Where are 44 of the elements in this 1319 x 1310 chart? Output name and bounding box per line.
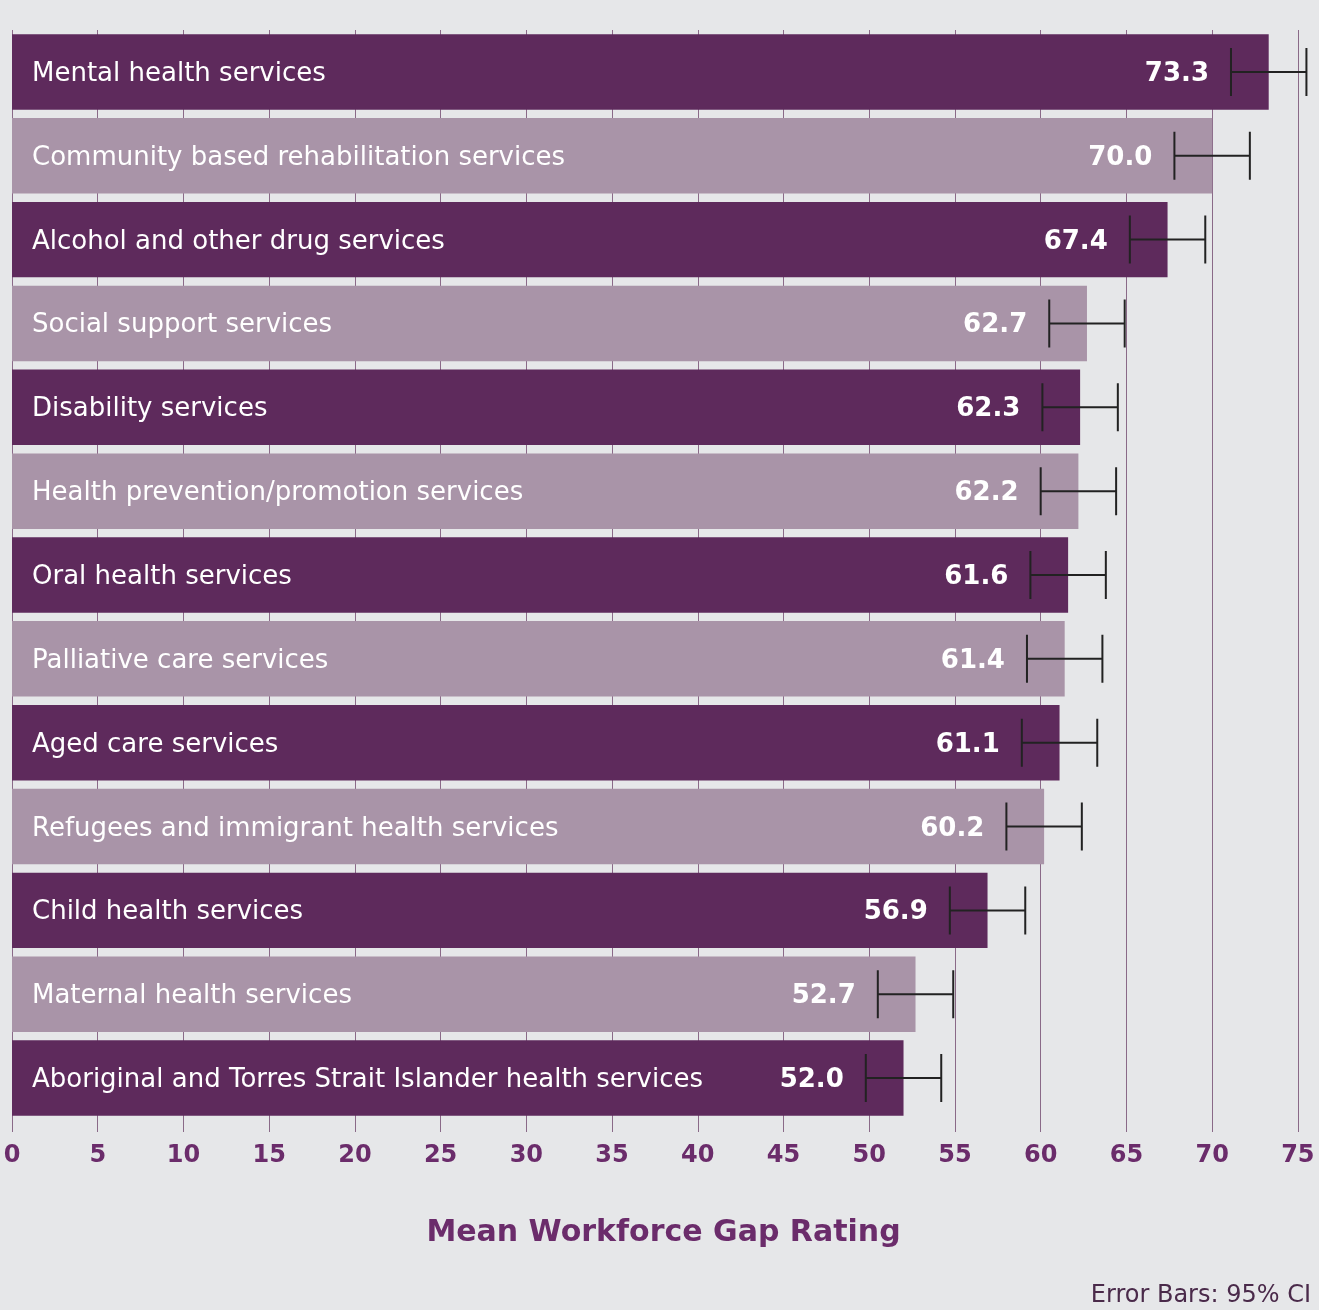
x-tick-label: 5 (89, 1140, 107, 1168)
x-tick-label: 55 (938, 1140, 972, 1168)
y-tick-label: Community based rehabilitation services (32, 140, 566, 171)
x-tick-label: 45 (766, 1140, 801, 1168)
x-tick-label: 20 (338, 1140, 372, 1168)
y-tick-label: Social support services (32, 308, 333, 339)
x-axis-title: Mean Workforce Gap Rating (426, 1212, 901, 1248)
data-label: 62.2 (954, 476, 1019, 507)
data-label: 56.9 (863, 895, 928, 926)
data-label: 70.0 (1088, 140, 1153, 171)
y-tick-label: Palliative care services (32, 643, 329, 674)
y-tick-label: Alcohol and other drug services (32, 224, 445, 255)
data-label: 67.4 (1043, 224, 1108, 255)
x-tick-label: 70 (1195, 1140, 1229, 1168)
y-tick-label: Child health services (32, 895, 304, 926)
y-tick-label: Mental health services (32, 56, 326, 87)
x-tick-label: 35 (595, 1140, 629, 1168)
x-tick-label: 15 (252, 1140, 286, 1168)
data-label: 61.6 (944, 560, 1009, 590)
data-label: 62.7 (963, 308, 1028, 339)
data-label: 52.7 (791, 979, 856, 1010)
y-tick-label: Aged care services (32, 727, 279, 758)
y-tick-label: Health prevention/promotion services (32, 476, 524, 507)
x-tick-label: 75 (1281, 1140, 1315, 1168)
data-label: 60.2 (920, 811, 985, 842)
x-tick-label: 25 (423, 1140, 458, 1168)
x-tick-label: 10 (166, 1140, 201, 1168)
x-tick-label: 50 (852, 1140, 886, 1168)
y-tick-label: Aboriginal and Torres Strait Islander health services (32, 1063, 703, 1094)
data-label: 62.3 (956, 392, 1021, 423)
x-tick-label: 30 (509, 1140, 544, 1168)
y-tick-label: Disability services (32, 392, 268, 423)
data-label: 73.3 (1144, 56, 1209, 87)
text: Error Bars: 95% CI (1090, 1280, 1312, 1308)
x-tick-label: 60 (1023, 1140, 1058, 1168)
y-tick-label: Refugees and immigrant health services (32, 811, 559, 842)
y-tick-label: Oral health services (32, 560, 292, 590)
data-label: 61.1 (935, 727, 1000, 758)
data-label: 52.0 (779, 1063, 844, 1094)
x-tick-label: 0 (3, 1140, 21, 1168)
x-tick-label: 40 (681, 1140, 715, 1168)
y-tick-label: Maternal health services (32, 979, 352, 1010)
x-tick-label: 65 (1109, 1140, 1144, 1168)
data-label: 61.4 (940, 643, 1005, 674)
